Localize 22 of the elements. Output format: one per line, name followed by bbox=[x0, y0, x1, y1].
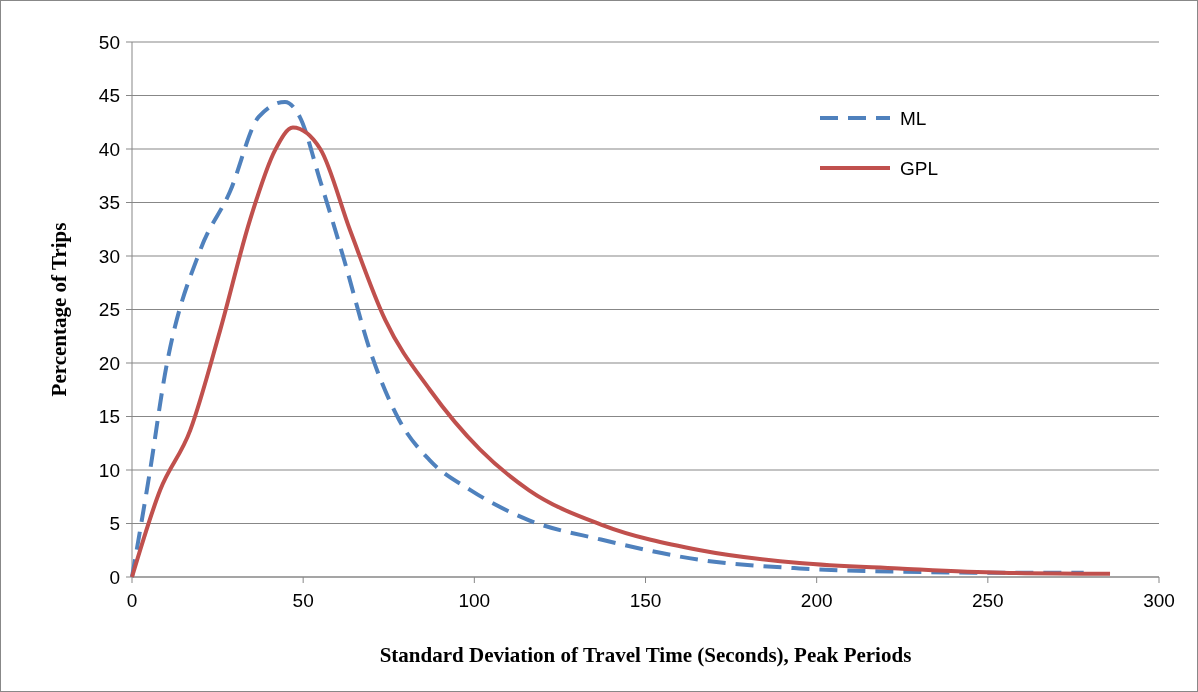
y-tick-label: 10 bbox=[98, 459, 120, 481]
y-tick-label: 45 bbox=[98, 85, 120, 107]
y-tick-label: 35 bbox=[98, 192, 120, 214]
x-tick-label: 250 bbox=[971, 590, 1004, 611]
y-tick-label: 30 bbox=[98, 245, 120, 267]
x-tick-label: 100 bbox=[458, 590, 491, 611]
x-tick-label: 150 bbox=[629, 590, 662, 611]
y-tick-label: 0 bbox=[109, 566, 120, 588]
x-tick-label: 0 bbox=[126, 590, 138, 611]
y-axis-title: Percentage of Trips bbox=[47, 222, 71, 397]
y-tick-label: 40 bbox=[98, 138, 120, 160]
x-tick-label: 50 bbox=[292, 590, 314, 611]
legend-label: GPL bbox=[900, 157, 939, 179]
x-axis-title: Standard Deviation of Travel Time (Seconds), Peak Periods bbox=[379, 643, 912, 667]
x-tick-label: 200 bbox=[800, 590, 833, 611]
legend-label: ML bbox=[900, 107, 927, 129]
y-tick-label: 20 bbox=[98, 352, 120, 374]
x-tick-label: 300 bbox=[1143, 590, 1175, 611]
y-tick-label: 25 bbox=[98, 299, 120, 321]
y-tick-label: 50 bbox=[98, 31, 120, 53]
y-tick-label: 15 bbox=[98, 406, 120, 428]
y-tick-label: 5 bbox=[109, 513, 120, 535]
